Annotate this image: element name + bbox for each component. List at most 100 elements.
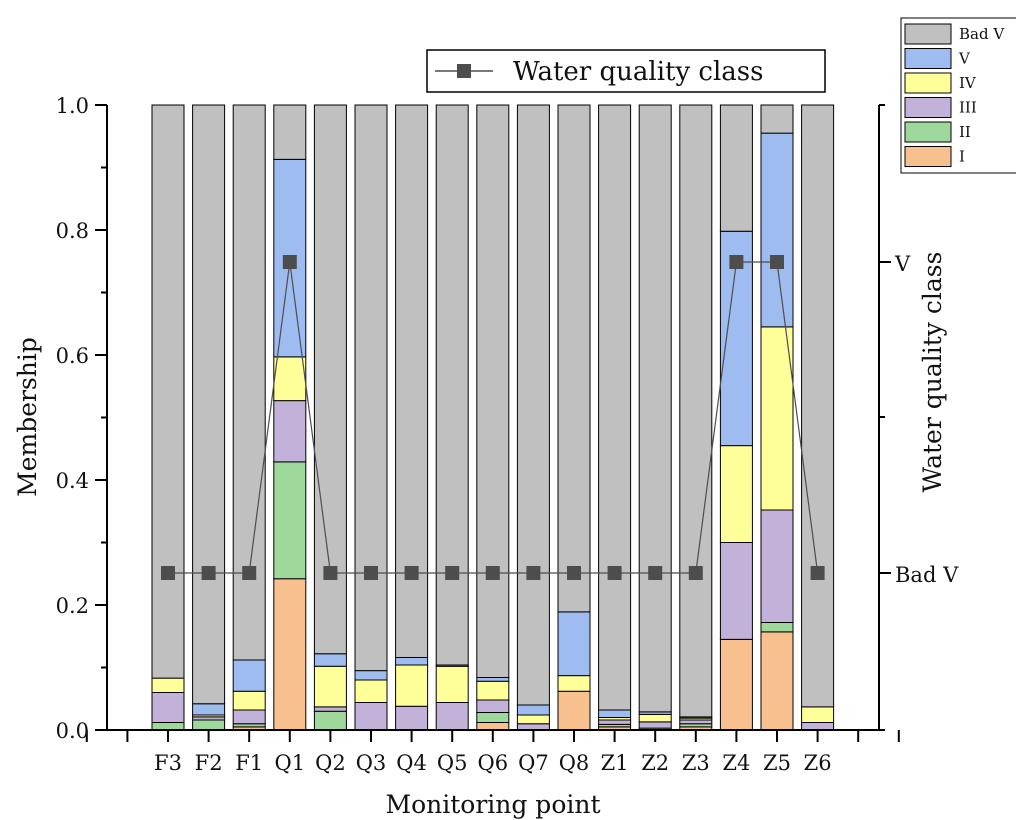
- x-tick-label: Z4: [722, 751, 750, 775]
- bar-segment-f2-v: [192, 703, 226, 716]
- y2-tick-label: V: [894, 252, 911, 276]
- bar-segment-q1-bad-v: [273, 104, 307, 160]
- x-tick-label: F3: [154, 751, 182, 775]
- bar-segment-q8-i: [557, 690, 591, 731]
- bars-layer: [151, 104, 835, 731]
- bar-segment-q7-v: [516, 704, 550, 716]
- bar-segment-q1-iii: [273, 400, 307, 463]
- legend-swatch: [904, 97, 952, 118]
- x-tick-label: F2: [195, 751, 223, 775]
- bar-segment-f3-bad-v: [151, 104, 185, 679]
- legend-label: I: [959, 148, 965, 166]
- bar-segment-q7-bad-v: [516, 104, 550, 706]
- bar-segment-q3-iv: [354, 679, 388, 703]
- class-point-q6: [485, 566, 500, 580]
- y-tick-label: 0.4: [56, 469, 89, 493]
- bar-segment-q2-iii: [313, 706, 347, 712]
- class-point-q7: [526, 566, 541, 580]
- x-tick-label: Z5: [763, 751, 791, 775]
- bar-segment-q4-iv: [395, 664, 429, 707]
- x-tick-label: Z6: [804, 751, 832, 775]
- x-tick-label: Q5: [437, 751, 468, 775]
- bar-segment-z1-iii: [598, 719, 632, 725]
- line-legend: Water quality class: [426, 49, 826, 93]
- bar-segment-z6-bad-v: [801, 104, 835, 708]
- class-point-q2: [323, 566, 338, 580]
- class-line-layer: [161, 255, 825, 580]
- bar-segment-z2-bad-v: [638, 104, 672, 713]
- class-point-f3: [161, 566, 175, 580]
- x-tick-label: Q4: [396, 751, 427, 775]
- bar-segment-z4-i: [719, 638, 753, 731]
- bar-segment-q7-iv: [516, 714, 550, 725]
- bar-segment-q5-iii: [435, 702, 469, 731]
- class-point-z5: [770, 255, 784, 269]
- legend-swatch: [904, 72, 952, 94]
- class-point-q3: [364, 566, 378, 580]
- y-tick-label: 0.8: [56, 219, 89, 243]
- class-point-f2: [201, 566, 216, 580]
- bar-segment-z1-v: [598, 709, 632, 718]
- bar-segment-z5-v: [760, 132, 794, 328]
- bar-segment-z1-bad-v: [598, 104, 632, 711]
- bar-segment-z5-iv: [760, 326, 794, 511]
- class-point-q1: [282, 255, 297, 269]
- bar-segment-q4-iii: [395, 705, 429, 731]
- class-point-z1: [607, 566, 622, 580]
- bar-segment-q2-iv: [313, 665, 347, 708]
- bar-segment-z5-iii: [760, 509, 794, 623]
- bar-segment-z6-iv: [801, 706, 835, 723]
- bar-segment-q6-i: [476, 722, 510, 731]
- bar-segment-f2-bad-v: [192, 104, 226, 705]
- bar-segment-z5-bad-v: [760, 104, 794, 134]
- bar-segment-q6-ii: [476, 712, 510, 723]
- bar-segment-q1-iv: [273, 356, 307, 402]
- bar-segment-q4-v: [395, 657, 429, 666]
- x-tick-label: Q2: [315, 751, 346, 775]
- bar-segment-z5-i: [760, 631, 794, 731]
- legend-swatch: [904, 23, 952, 45]
- legend-label: III: [959, 99, 977, 117]
- bar-segment-z2-iii: [638, 721, 672, 729]
- bar-segment-q6-bad-v: [476, 104, 510, 678]
- y-tick-label: 0.2: [56, 594, 89, 618]
- class-point-z3: [688, 566, 703, 580]
- bar-segment-q6-v: [476, 677, 510, 682]
- x-tick-label: Q6: [478, 751, 509, 775]
- legend-label: V: [958, 50, 971, 68]
- bar-segment-q6-iii: [476, 699, 510, 713]
- class-point-z6: [810, 566, 825, 580]
- legend-label: Bad V: [959, 25, 1005, 43]
- x-tick-label: Z1: [601, 751, 629, 775]
- bar-segment-f3-iv: [151, 677, 185, 693]
- ticks-layer: F3 F2 F1 Q1 Q2 Q3 Q4 Q5 Q6 Q7 Q8 Z1 Z2 Z3 Z4 Z5 Z6 0.0 0.2…: [56, 94, 959, 775]
- x-tick-label: Q8: [559, 751, 590, 775]
- x-tick-label: Q1: [275, 751, 306, 775]
- bar-segment-q3-iii: [354, 702, 388, 731]
- bar-segment-f1-iii: [232, 709, 266, 725]
- bar-segment-z4-iv: [719, 445, 753, 543]
- bar-segment-z3-iii: [679, 719, 713, 725]
- bar-segment-z2-iv: [638, 713, 672, 723]
- legend-swatch: [904, 121, 952, 143]
- bar-segment-q2-v: [313, 653, 347, 667]
- bar-segment-q5-bad-v: [435, 104, 469, 666]
- class-point-q4: [404, 566, 419, 580]
- bar-segment-q6-iv: [476, 680, 510, 701]
- bar-segment-q8-v: [557, 611, 591, 677]
- x-tick-label: Q7: [518, 751, 549, 775]
- x-tick-label: Q3: [356, 751, 387, 775]
- legend-label: IV: [959, 74, 977, 92]
- bar-segment-z6-iii: [801, 722, 835, 731]
- bar-segment-q8-iv: [557, 675, 591, 692]
- bar-segment-q2-ii: [313, 710, 347, 731]
- class-point-z4: [729, 255, 744, 269]
- x-tick-label: Z3: [682, 751, 710, 775]
- x-axis-title: Monitoring point: [385, 790, 600, 819]
- y-axis-title: Membership: [13, 337, 42, 497]
- line-legend-label: Water quality class: [513, 57, 763, 87]
- bar-segment-q1-i: [273, 578, 307, 731]
- bar-segment-f1-iv: [232, 690, 266, 711]
